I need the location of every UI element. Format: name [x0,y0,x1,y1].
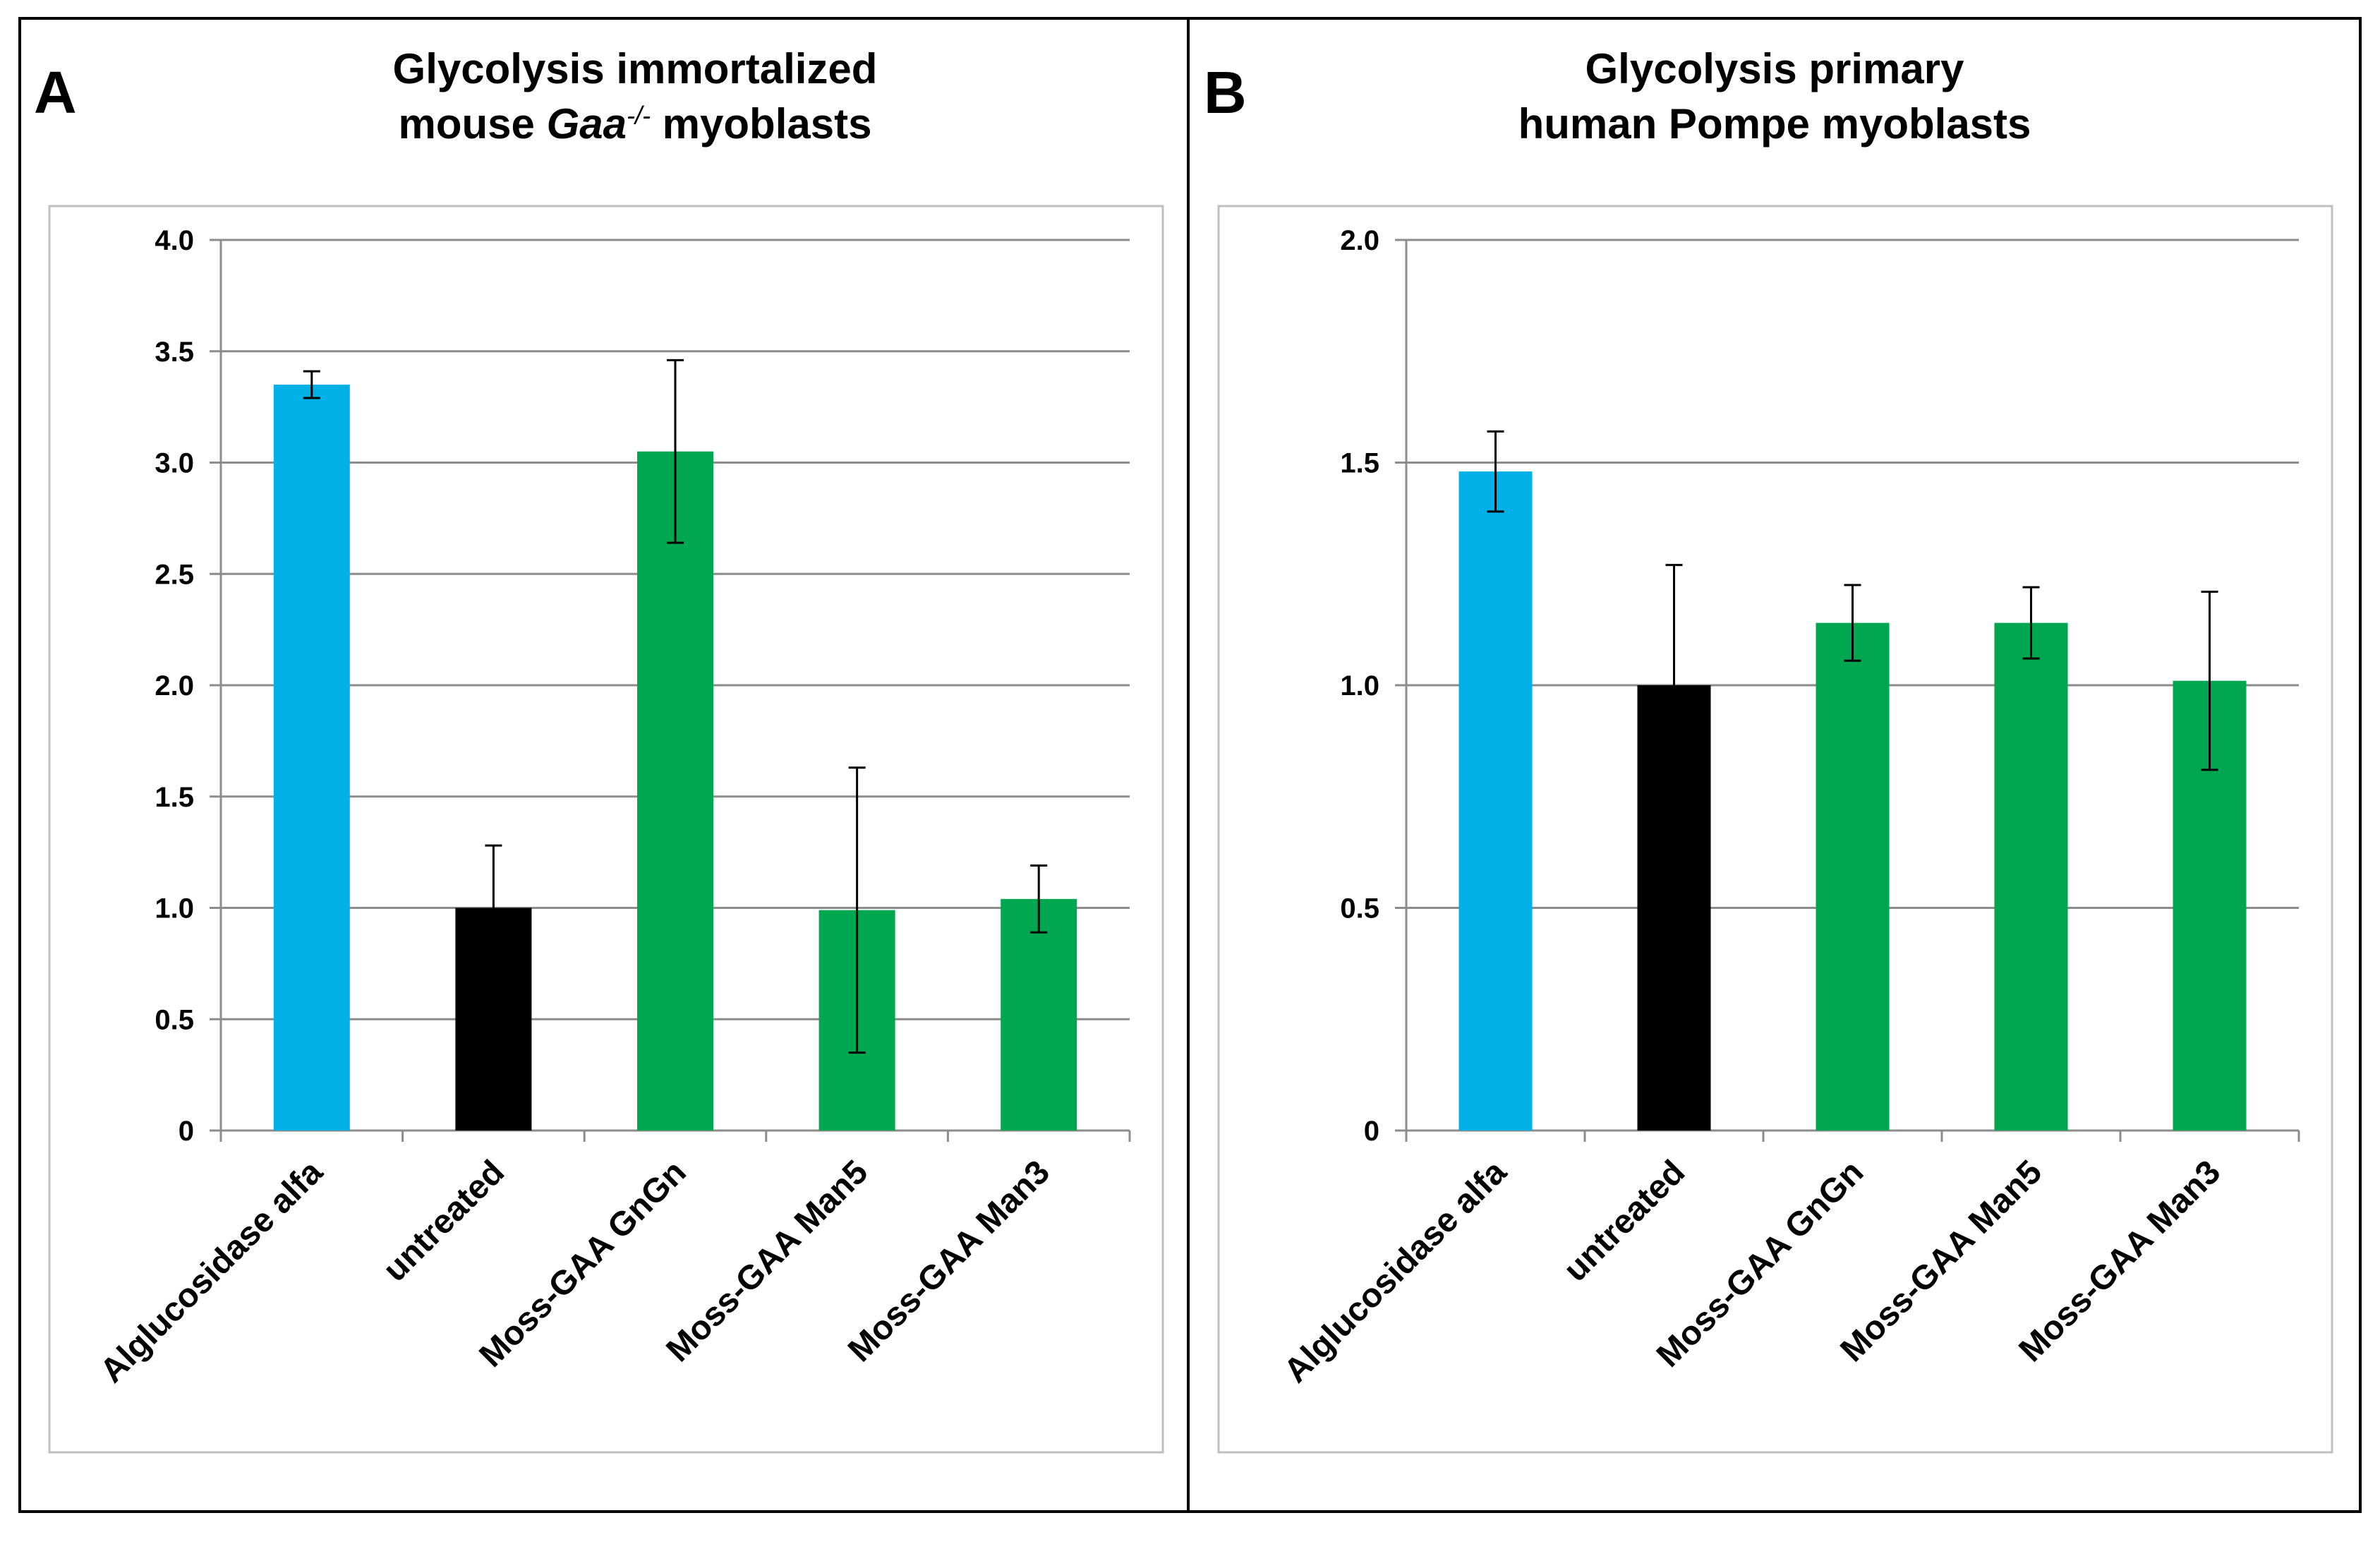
panel-a-title-suffix: myoblasts [651,100,871,147]
y-tick-label: 0 [1364,1116,1379,1147]
y-tick-label: 1.0 [1340,670,1379,701]
y-tick-label: 1.5 [1340,448,1379,479]
figure-frame [18,17,2362,1513]
y-tick-label: 3.5 [155,337,194,368]
panel-a-title-line2: mouse Gaa-/- myoblasts [399,100,872,147]
bar [1458,471,1533,1131]
bar [273,385,350,1131]
y-tick-label: 2.5 [155,559,194,590]
bar [637,451,713,1131]
panel-letter-a: A [34,59,77,126]
x-category-label: Moss-GAA Man5 [659,1153,875,1369]
panel-a-plot-frame [48,205,1164,1454]
bar [1001,898,1077,1131]
bar [1994,622,2068,1131]
x-category-label: untreated [1557,1153,1692,1289]
y-tick-label: 0.5 [155,1004,194,1035]
x-category-label: Moss-GAA Man3 [841,1153,1057,1369]
y-tick-label: 2.0 [1340,225,1379,256]
panel-b-plot: 0 0.5 1.0 1.5 2.0 Alglucosidase alfa untreated… [1277,225,2300,1390]
panel-b-title-line1: Glycolysis primary [1585,45,1965,92]
x-category-label: Alglucosidase alfa [1277,1153,1514,1390]
panel-a-plot: 0 0.5 1.0 1.5 2.0 2.5 3.0 3.5 4.0 Alglucosidase a… [93,225,1131,1390]
panel-letter-b: B [1204,59,1247,126]
panel-a-title-superscript: -/- [627,101,651,130]
panel-a-title-line1: Glycolysis immortalized [393,45,878,92]
y-tick-label: 1.5 [155,782,194,813]
bar [1816,622,1890,1131]
x-category-label: Alglucosidase alfa [93,1153,330,1390]
panel-a: A Glycolysis immortalized mouse Gaa-/- m… [34,45,1164,1454]
y-tick-label: 0.5 [1340,893,1379,924]
panel-a-title-italic: Gaa [547,100,627,147]
panel-b: B Glycolysis primary human Pompe myoblas… [1204,45,2333,1454]
y-tick-label: 2.0 [155,670,194,701]
panel-b-plot-frame [1217,205,2333,1454]
y-tick-label: 0 [179,1116,194,1147]
y-tick-label: 1.0 [155,893,194,924]
panel-a-title-prefix: mouse [399,100,547,147]
x-category-label: untreated [376,1153,512,1289]
y-tick-label: 4.0 [155,225,194,256]
y-tick-label: 3.0 [155,448,194,479]
x-category-label: Moss-GAA Man3 [2012,1153,2228,1369]
x-category-label: Moss-GAA Man5 [1833,1153,2049,1369]
panel-b-title-line2: human Pompe myoblasts [1518,100,2031,147]
